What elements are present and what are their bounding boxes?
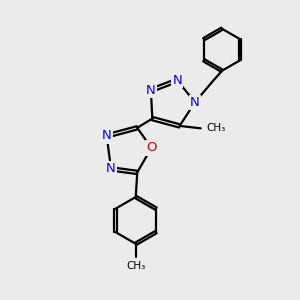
Text: O: O [146, 142, 157, 154]
Text: N: N [146, 84, 156, 97]
Text: N: N [102, 130, 112, 142]
Text: N: N [106, 162, 116, 176]
Text: CH₃: CH₃ [126, 261, 146, 271]
Text: N: N [190, 96, 200, 109]
Text: N: N [172, 74, 182, 87]
Text: CH₃: CH₃ [207, 123, 226, 133]
